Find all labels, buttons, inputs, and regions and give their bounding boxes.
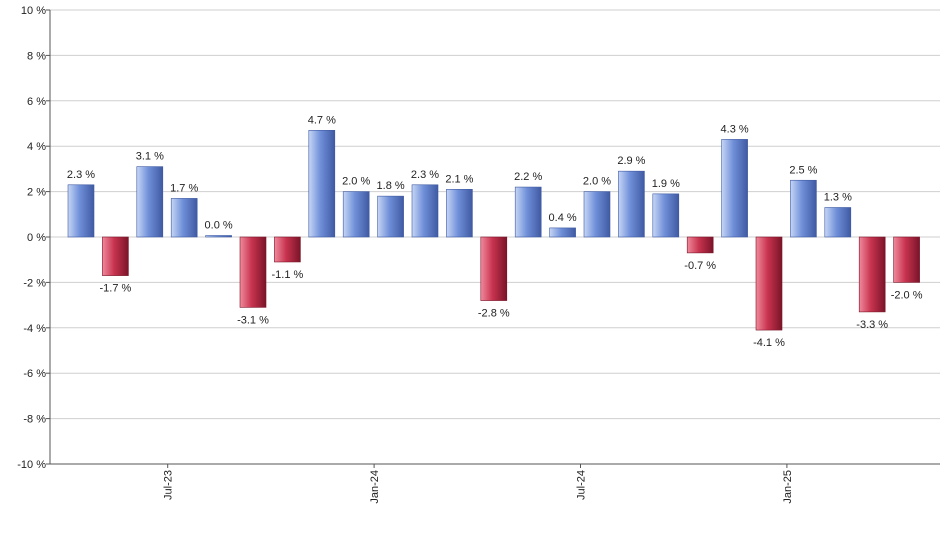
data-label: 2.9 % bbox=[617, 155, 645, 167]
bar bbox=[514, 186, 542, 238]
bar bbox=[446, 189, 473, 238]
bar bbox=[824, 207, 852, 238]
y-tick-label: 0 % bbox=[27, 232, 46, 244]
x-axis-tick-labels: Jul-23 Jan-24 Jul-24 Jan-25 bbox=[163, 464, 794, 504]
y-tick-label: -2 % bbox=[23, 277, 46, 289]
y-tick-label: -4 % bbox=[23, 323, 46, 335]
data-label: 4.7 % bbox=[308, 114, 336, 126]
y-tick-label: -6 % bbox=[23, 368, 46, 380]
bar bbox=[858, 236, 886, 313]
data-label: 2.3 % bbox=[411, 169, 439, 181]
data-label: 2.5 % bbox=[789, 164, 817, 176]
data-label: 4.3 % bbox=[721, 123, 749, 135]
bar bbox=[480, 236, 508, 301]
bar bbox=[790, 179, 817, 238]
bar bbox=[652, 193, 680, 238]
bar bbox=[893, 236, 920, 283]
data-label: 1.8 % bbox=[377, 180, 405, 192]
axes bbox=[49, 10, 940, 465]
bar bbox=[755, 236, 783, 331]
data-label: 0.4 % bbox=[549, 212, 577, 224]
data-label: -2.0 % bbox=[891, 289, 923, 301]
y-tick-label: 2 % bbox=[27, 187, 46, 199]
data-label: -3.1 % bbox=[237, 314, 269, 326]
bar bbox=[308, 130, 336, 238]
bar bbox=[549, 227, 576, 238]
data-label: -4.1 % bbox=[753, 337, 785, 349]
y-tick-label: -8 % bbox=[23, 414, 46, 426]
x-tick-label: Jul-23 bbox=[163, 470, 175, 500]
y-axis-tick-labels: 10 % 8 % 6 % 4 % 2 % 0 % -2 % -4 % -6 % -8 % -10 % bbox=[17, 5, 46, 471]
data-labels: 2.3 % -1.7 % 3.1 % 1.7 % 0.0 % -3.1 % -1.1 % 4.… bbox=[67, 114, 923, 349]
bar bbox=[377, 195, 404, 238]
x-tick-label: Jan-25 bbox=[782, 470, 794, 504]
data-label: 1.7 % bbox=[170, 182, 198, 194]
data-label: 2.2 % bbox=[514, 171, 542, 183]
data-label: 2.0 % bbox=[583, 176, 611, 188]
data-label: -0.7 % bbox=[684, 260, 716, 272]
bar bbox=[721, 139, 748, 238]
bar bbox=[583, 191, 611, 238]
bar bbox=[274, 236, 301, 263]
data-label: 1.3 % bbox=[824, 191, 852, 203]
bars bbox=[67, 130, 920, 331]
bar bbox=[170, 198, 198, 238]
data-label: -3.3 % bbox=[856, 319, 888, 331]
data-label: 2.3 % bbox=[67, 169, 95, 181]
data-label: 3.1 % bbox=[136, 151, 164, 163]
bar bbox=[205, 235, 232, 238]
data-label: 2.0 % bbox=[342, 176, 370, 188]
bar bbox=[411, 184, 439, 238]
data-label: -1.7 % bbox=[100, 283, 132, 295]
data-label: -2.8 % bbox=[478, 308, 510, 320]
bar bbox=[102, 236, 129, 276]
y-tick-label: -10 % bbox=[17, 459, 46, 471]
data-label: 0.0 % bbox=[205, 220, 233, 232]
bar bbox=[342, 191, 370, 238]
bar bbox=[67, 184, 95, 238]
y-tick-label: 6 % bbox=[27, 96, 46, 108]
bar bbox=[239, 236, 267, 308]
bar bbox=[136, 166, 164, 238]
bar bbox=[618, 170, 645, 238]
bar bbox=[686, 236, 714, 254]
y-tick-label: 10 % bbox=[21, 5, 46, 17]
data-label: 1.9 % bbox=[652, 178, 680, 190]
y-tick-label: 8 % bbox=[27, 50, 46, 62]
y-tick-label: 4 % bbox=[27, 141, 46, 153]
x-tick-label: Jul-24 bbox=[576, 470, 588, 500]
data-label: 2.1 % bbox=[445, 173, 473, 185]
data-label: -1.1 % bbox=[272, 269, 304, 281]
x-tick-label: Jan-24 bbox=[369, 470, 381, 504]
